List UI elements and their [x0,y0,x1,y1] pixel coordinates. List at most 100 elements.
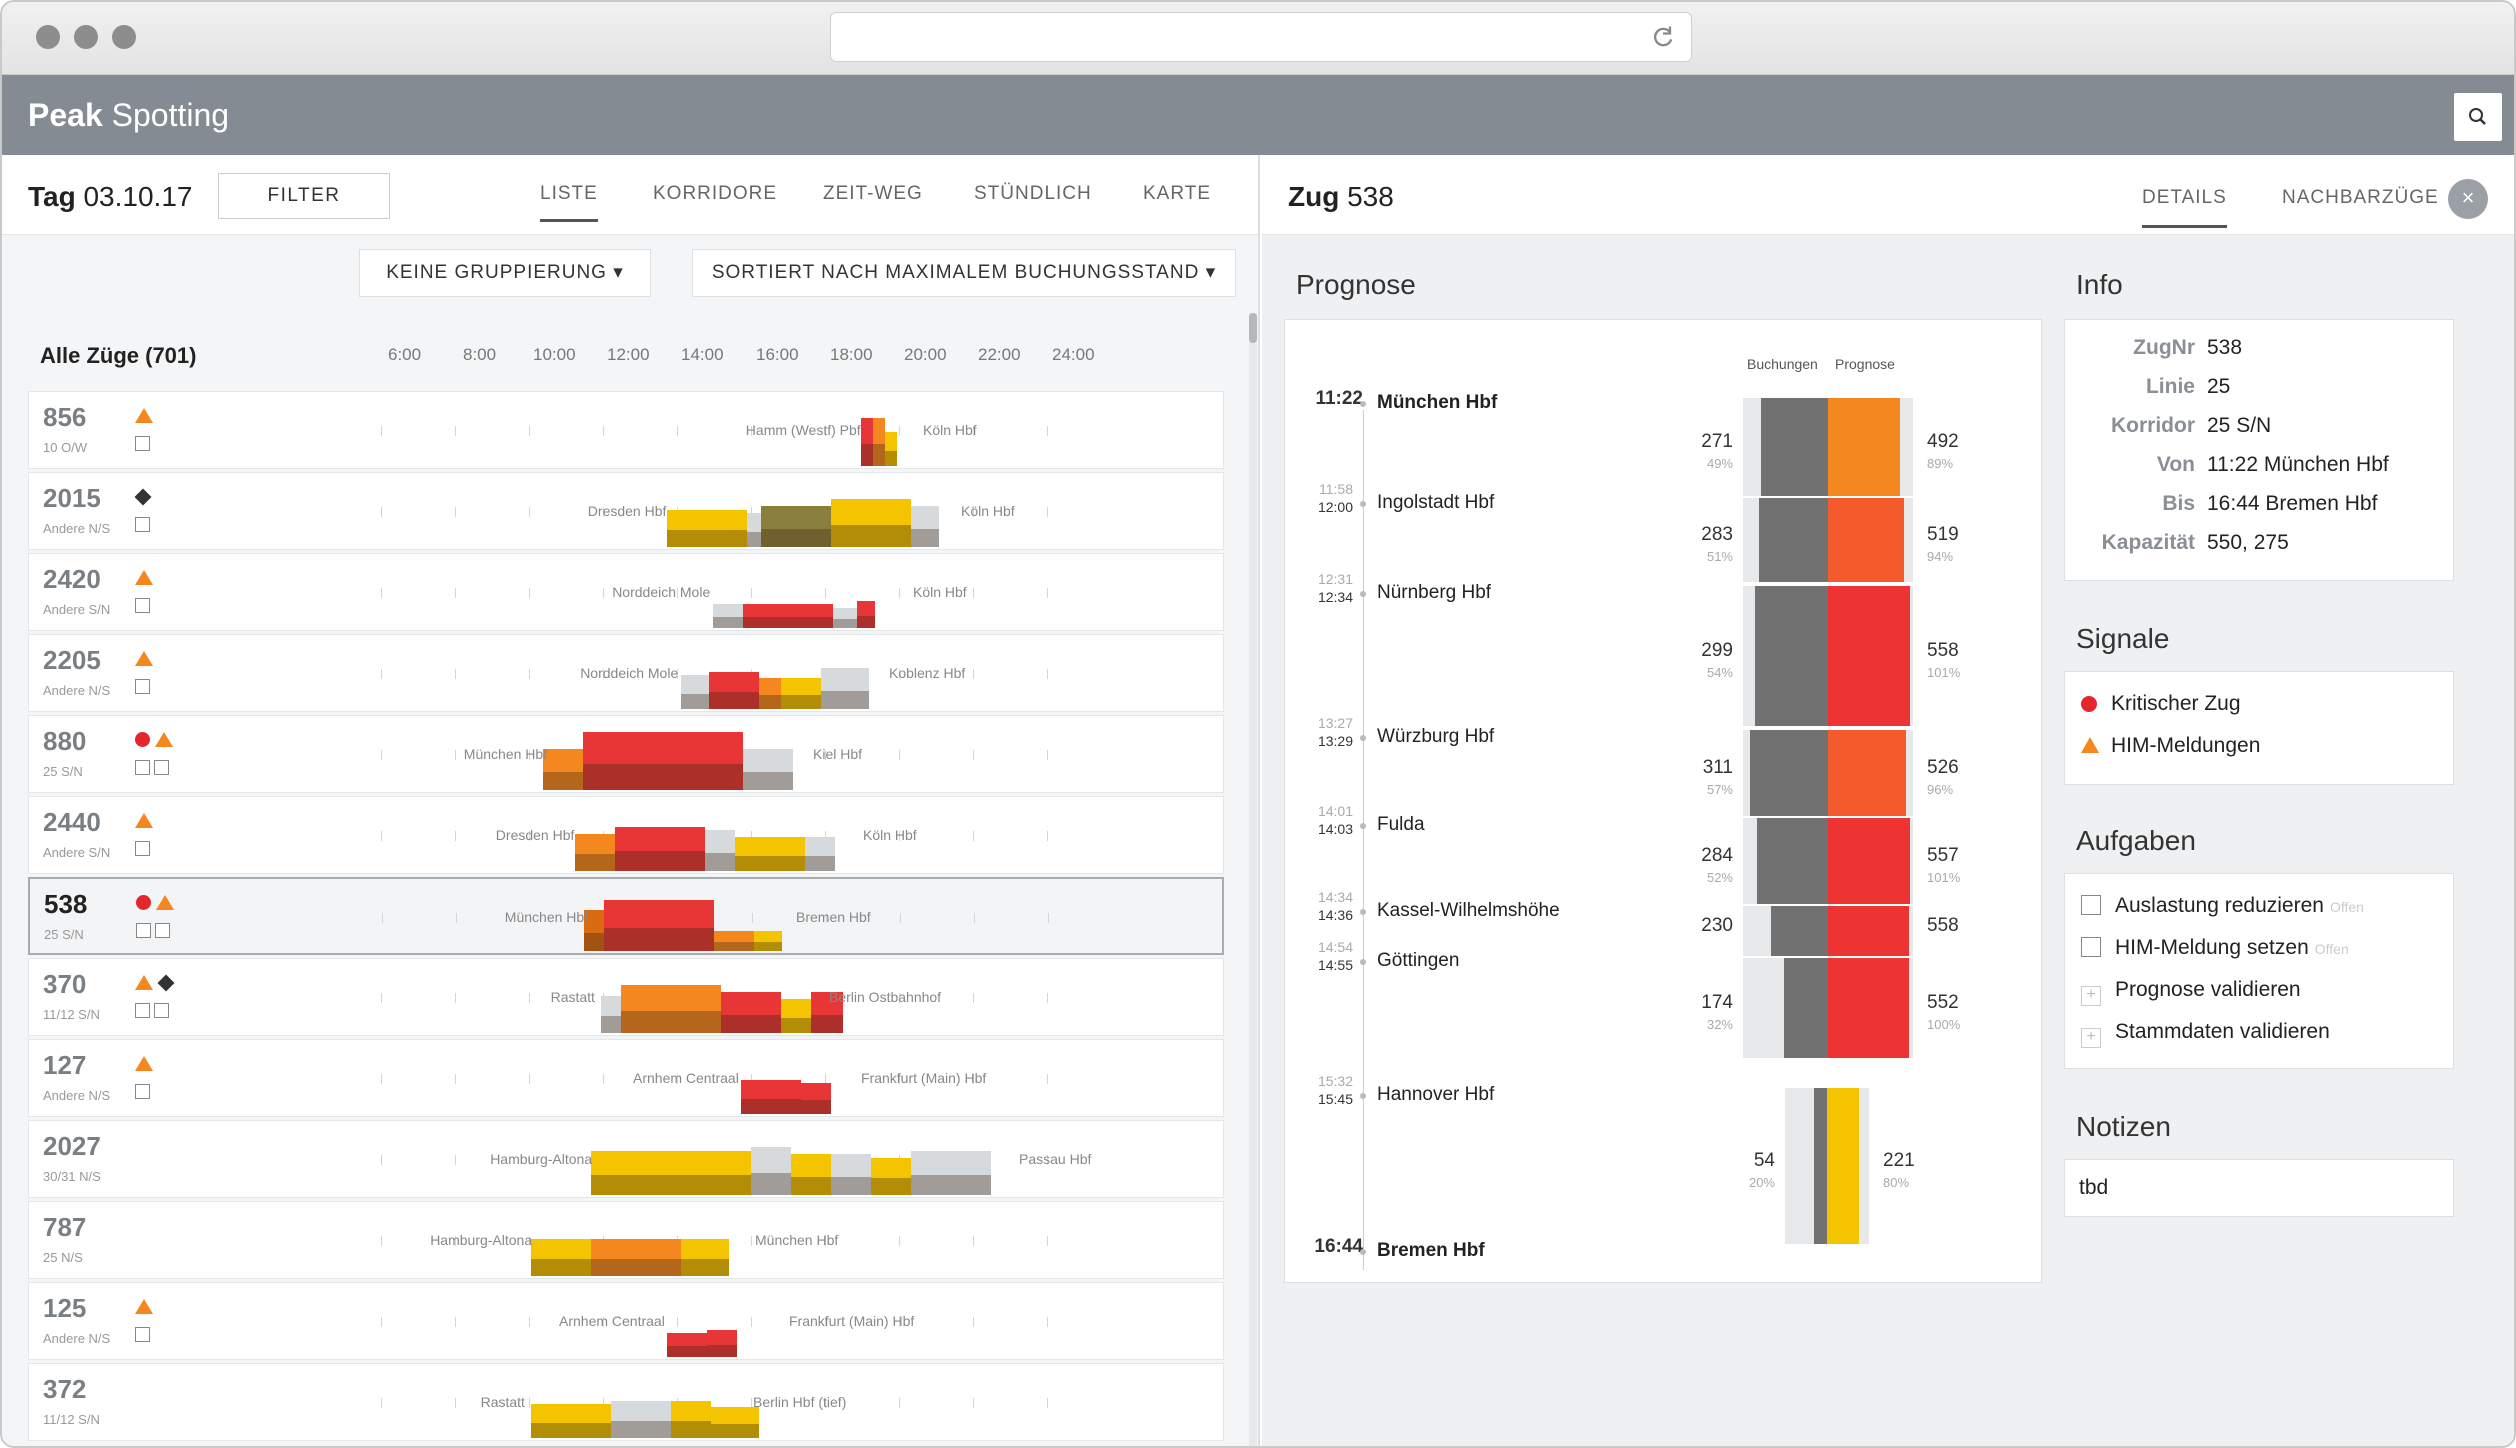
checkbox[interactable] [135,1084,150,1099]
load-bar [604,900,714,951]
train-line: Andere S/N [43,602,111,617]
checkbox[interactable] [2081,895,2101,915]
stop-name: Ingolstadt Hbf [1377,492,1495,513]
load-bar [591,1239,681,1276]
task-item[interactable]: Auslastung reduzieren Offen [2081,894,2364,918]
hour-label: 16:00 [756,345,799,364]
checkbox[interactable] [135,436,150,451]
maximize-window-dot[interactable] [112,25,136,49]
train-row[interactable]: 2440 Andere S/N Dresden Hbf Köln Hbf [28,796,1224,874]
train-row[interactable]: 372 11/12 S/N Rastatt Berlin Hbf (tief) [28,1363,1224,1441]
task-item[interactable]: + Stammdaten validieren [2081,1020,2330,1048]
plus-icon[interactable]: + [2081,1028,2101,1048]
checkbox[interactable] [135,598,150,613]
load-bar [611,1401,671,1438]
load-bar [751,1147,791,1195]
hour-tick [1047,1074,1048,1084]
signal-him[interactable]: HIM-Meldungen [2081,734,2260,758]
train-number: 856 [43,402,87,432]
signal-kritisch[interactable]: Kritischer Zug [2081,692,2241,716]
filter-button[interactable]: FILTER [218,173,390,219]
forecast-bar [1828,498,1904,582]
warning-icon [135,1056,153,1071]
checkbox[interactable] [135,517,150,532]
forecast-bar [1828,730,1906,816]
train-row[interactable]: 2015 Andere N/S Dresden Hbf Köln Hbf [28,472,1224,550]
checkbox[interactable] [135,760,150,775]
timeline-dot [1360,501,1366,507]
train-row[interactable]: 127 Andere N/S Arnhem Centraal Frankfurt (M… [28,1039,1224,1117]
reload-icon[interactable] [1649,23,1677,51]
url-bar[interactable] [830,12,1692,62]
tab-karte[interactable]: KARTE [1143,183,1212,204]
list-scrollbar[interactable] [1249,313,1257,1446]
train-row[interactable]: 880 25 S/N München Hbf Kiel Hbf [28,715,1224,793]
checkbox[interactable] [2081,937,2101,957]
timeline-line [1363,410,1364,1270]
close-icon[interactable]: × [2448,179,2488,219]
stop-time: 15:32 15:45 [1317,1073,1353,1107]
hour-tick [1047,750,1048,760]
notes-field[interactable]: tbd [2064,1159,2454,1217]
row-checkboxes [135,598,154,618]
signal-icons [135,732,178,750]
hour-tick [825,1317,826,1327]
tab-stuendlich[interactable]: STÜNDLICH [974,183,1092,204]
row-checkboxes [135,436,154,456]
plus-icon[interactable]: + [2081,986,2101,1006]
tab-zeit-weg[interactable]: ZEIT-WEG [823,183,923,204]
load-bar [857,601,875,628]
hour-tick [1047,1236,1048,1246]
checkbox[interactable] [136,923,151,938]
sort-dropdown[interactable]: SORTIERT NACH MAXIMALEM BUCHUNGSSTAND ▾ [692,249,1236,297]
checkbox[interactable] [155,923,170,938]
notizen-title: Notizen [2076,1111,2171,1142]
origin-label: Arnhem Centraal [559,1313,665,1329]
hour-tick [973,750,974,760]
tab-korridore[interactable]: KORRIDORE [653,183,778,204]
train-row[interactable]: 856 10 O/W Hamm (Westf) Pbf Köln Hbf [28,391,1224,469]
notes-text[interactable]: tbd [2079,1176,2109,1199]
hour-tick [455,426,456,436]
tab-liste[interactable]: LISTE [540,183,598,222]
signal-icons [135,1299,158,1317]
grouping-dropdown[interactable]: KEINE GRUPPIERUNG ▾ [359,249,651,297]
task-item[interactable]: + Prognose validieren [2081,978,2301,1006]
forecast-value: 558 101% [1927,640,1961,680]
checkbox[interactable] [135,1327,150,1342]
load-bar [531,1239,591,1276]
train-row[interactable]: 370 11/12 S/N Rastatt Berlin Ostbahnhof [28,958,1224,1036]
checkbox[interactable] [154,760,169,775]
checkbox[interactable] [135,679,150,694]
detail-header: Zug 538 DETAILS NACHBARZÜGE × [1262,155,2514,235]
tab-nachbarzuege[interactable]: NACHBARZÜGE [2282,187,2439,208]
search-icon [2469,108,2486,125]
train-line: 25 S/N [43,764,83,779]
train-row[interactable]: 538 25 S/N München Hbf Bremen Hbf [28,877,1224,955]
hour-tick [529,426,530,436]
destination-label: Köln Hbf [913,584,967,600]
hour-tick [825,588,826,598]
checkbox[interactable] [135,1003,150,1018]
hour-tick [677,1074,678,1084]
train-row[interactable]: 2205 Andere N/S Norddeich Mole Koblenz Hbf [28,634,1224,712]
train-row[interactable]: 2420 Andere S/N Norddeich Mole Köln Hbf [28,553,1224,631]
forecast-bar [1828,906,1909,956]
tab-details[interactable]: DETAILS [2142,187,2227,228]
train-row[interactable]: 787 25 N/S Hamburg-Altona München Hbf [28,1201,1224,1279]
caret-down-icon: ▾ [1205,262,1217,283]
train-number: 370 [43,969,87,999]
train-row[interactable]: 125 Andere N/S Arnhem Centraal Frankfurt (M… [28,1282,1224,1360]
minimize-window-dot[interactable] [74,25,98,49]
train-row[interactable]: 2027 30/31 N/S Hamburg-Altona Passau Hbf [28,1120,1224,1198]
load-bar [671,1401,711,1438]
scrollbar-thumb[interactable] [1249,313,1257,343]
checkbox[interactable] [154,1003,169,1018]
close-window-dot[interactable] [36,25,60,49]
train-line: 10 O/W [43,440,88,455]
checkbox[interactable] [135,841,150,856]
search-button[interactable] [2454,93,2502,141]
timeline-dot [1360,1249,1366,1255]
load-bar [681,675,709,709]
task-item[interactable]: HIM-Meldung setzen Offen [2081,936,2349,960]
